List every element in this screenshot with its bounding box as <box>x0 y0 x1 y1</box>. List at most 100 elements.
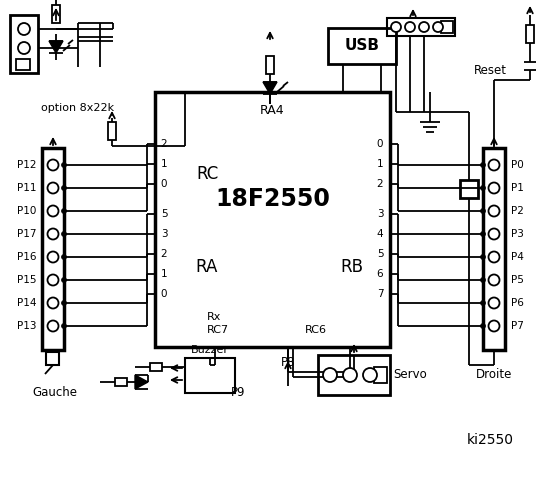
Circle shape <box>391 22 401 32</box>
Circle shape <box>48 252 59 263</box>
Text: 18F2550: 18F2550 <box>215 187 330 211</box>
Bar <box>10 15 38 73</box>
Text: 0: 0 <box>161 289 167 299</box>
Bar <box>483 148 505 350</box>
Circle shape <box>488 298 499 309</box>
Text: P7: P7 <box>511 321 524 331</box>
Circle shape <box>481 208 486 214</box>
Text: 4: 4 <box>377 229 383 239</box>
Text: P16: P16 <box>17 252 36 262</box>
Bar <box>42 148 64 350</box>
Text: Gauche: Gauche <box>33 385 77 398</box>
Circle shape <box>488 159 499 170</box>
Text: P12: P12 <box>17 160 36 170</box>
Bar <box>460 180 478 198</box>
Circle shape <box>343 368 357 382</box>
Circle shape <box>18 42 30 54</box>
Text: P0: P0 <box>511 160 524 170</box>
Bar <box>52 5 60 23</box>
Text: 6: 6 <box>377 269 383 279</box>
Bar <box>526 25 534 43</box>
Text: P10: P10 <box>17 206 36 216</box>
Bar <box>387 18 455 36</box>
Circle shape <box>48 182 59 193</box>
Circle shape <box>481 254 486 260</box>
Text: RC6: RC6 <box>305 325 327 335</box>
Text: Buzzer: Buzzer <box>191 345 229 355</box>
Circle shape <box>61 300 66 305</box>
Bar <box>328 28 396 64</box>
Text: RA: RA <box>196 258 218 276</box>
Bar <box>441 21 453 33</box>
Text: 1: 1 <box>161 159 168 169</box>
Circle shape <box>48 228 59 240</box>
Text: P4: P4 <box>511 252 524 262</box>
Text: P13: P13 <box>17 321 36 331</box>
Text: RB: RB <box>341 258 363 276</box>
Polygon shape <box>49 41 63 53</box>
Text: RC: RC <box>196 165 218 183</box>
Circle shape <box>481 185 486 191</box>
Circle shape <box>323 368 337 382</box>
Text: 2: 2 <box>377 179 383 189</box>
Text: Reset: Reset <box>473 63 507 76</box>
Text: 5: 5 <box>161 209 168 219</box>
Text: Rx: Rx <box>207 312 221 322</box>
Text: RA4: RA4 <box>260 104 285 117</box>
Circle shape <box>433 22 443 32</box>
Circle shape <box>488 205 499 216</box>
Circle shape <box>61 231 66 237</box>
Polygon shape <box>135 375 148 389</box>
Circle shape <box>405 22 415 32</box>
Text: P1: P1 <box>511 183 524 193</box>
Text: P11: P11 <box>17 183 36 193</box>
Bar <box>374 367 387 383</box>
Bar <box>108 122 116 140</box>
Text: P9: P9 <box>231 386 245 399</box>
Circle shape <box>481 277 486 283</box>
Circle shape <box>481 231 486 237</box>
Text: Droite: Droite <box>476 369 512 382</box>
Text: 2: 2 <box>161 139 168 149</box>
Bar <box>266 56 274 74</box>
Text: P17: P17 <box>17 229 36 239</box>
Circle shape <box>61 163 66 168</box>
Circle shape <box>488 275 499 286</box>
Circle shape <box>48 321 59 332</box>
Circle shape <box>61 208 66 214</box>
Polygon shape <box>263 82 277 94</box>
Text: P5: P5 <box>511 275 524 285</box>
Circle shape <box>488 182 499 193</box>
Circle shape <box>363 368 377 382</box>
Circle shape <box>481 324 486 328</box>
Text: RC7: RC7 <box>207 325 229 335</box>
Text: P14: P14 <box>17 298 36 308</box>
Text: 2: 2 <box>161 249 168 259</box>
Circle shape <box>61 324 66 328</box>
Bar <box>150 363 162 371</box>
Circle shape <box>481 300 486 305</box>
Text: 1: 1 <box>377 159 383 169</box>
Text: 3: 3 <box>161 229 168 239</box>
Circle shape <box>61 277 66 283</box>
Text: P6: P6 <box>511 298 524 308</box>
Circle shape <box>48 205 59 216</box>
Circle shape <box>419 22 429 32</box>
Circle shape <box>48 275 59 286</box>
Circle shape <box>488 252 499 263</box>
Circle shape <box>48 298 59 309</box>
Circle shape <box>488 321 499 332</box>
Text: option 8x22k: option 8x22k <box>41 103 114 113</box>
Text: 3: 3 <box>377 209 383 219</box>
Bar <box>115 378 127 386</box>
Text: USB: USB <box>345 38 379 53</box>
Bar <box>16 59 30 70</box>
Text: 0: 0 <box>161 179 167 189</box>
Text: 0: 0 <box>377 139 383 149</box>
Text: 1: 1 <box>161 269 168 279</box>
Bar <box>185 358 235 393</box>
Text: P8: P8 <box>281 356 295 369</box>
Text: P3: P3 <box>511 229 524 239</box>
Bar <box>318 355 390 395</box>
Circle shape <box>488 228 499 240</box>
